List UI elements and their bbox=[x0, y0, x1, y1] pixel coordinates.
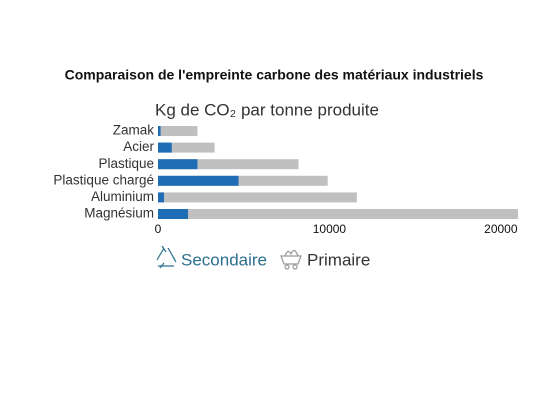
bar bbox=[158, 142, 215, 153]
x-tick-label: 10000 bbox=[313, 222, 347, 236]
bar bbox=[158, 175, 239, 186]
y-tick-label: Acier bbox=[123, 139, 154, 154]
y-tick-label: Aluminium bbox=[91, 189, 154, 204]
y-tick-label: Zamak bbox=[113, 123, 155, 138]
y-tick-label: Magnésium bbox=[84, 206, 154, 221]
bar bbox=[158, 209, 518, 219]
bar bbox=[158, 159, 198, 170]
bar bbox=[158, 209, 188, 219]
bar bbox=[158, 126, 198, 136]
chart-title: Comparaison de l'empreinte carbone des m… bbox=[65, 67, 484, 83]
bar bbox=[158, 142, 172, 153]
y-tick-label: Plastique chargé bbox=[53, 172, 154, 187]
recycle-icon bbox=[156, 245, 177, 269]
bar bbox=[158, 175, 328, 186]
bar bbox=[158, 126, 161, 136]
legend-label: Primaire bbox=[307, 250, 370, 269]
x-tick-label: 20000 bbox=[484, 222, 518, 236]
y-tick-label: Plastique bbox=[98, 156, 154, 171]
bar bbox=[158, 192, 357, 203]
x-tick-label: 0 bbox=[155, 222, 162, 236]
legend-label: Secondaire bbox=[181, 250, 267, 269]
chart-subtitle: Kg de CO₂ par tonne produite bbox=[155, 100, 379, 119]
bar bbox=[158, 159, 299, 170]
mine-cart-icon bbox=[280, 249, 302, 270]
bar bbox=[158, 192, 164, 203]
